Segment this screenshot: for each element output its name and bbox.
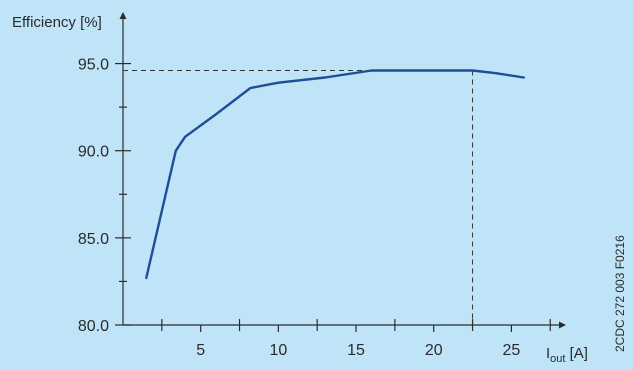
y-axis-arrow [119, 12, 127, 19]
x-axis-arrow [559, 321, 566, 329]
series-group [145, 69, 525, 280]
x-tick-label-25: 25 [502, 342, 520, 359]
y-tick-label-95: 95.0 [78, 57, 109, 74]
x-axis-title-unit: [A] [565, 345, 588, 362]
figure-code: 2CDC 272 003 F0216 [613, 235, 627, 352]
x-tick-label-15: 15 [347, 342, 365, 359]
x-tick-label-10: 10 [269, 342, 287, 359]
y-tick-label-85: 85.0 [78, 231, 109, 248]
y-tick-label-90: 90.0 [78, 144, 109, 161]
y-axis-title: Efficiency [%] [12, 14, 102, 31]
x-tick-label-5: 5 [196, 342, 205, 359]
axes-group [119, 12, 566, 329]
y-tick-label-80: 80.0 [78, 318, 109, 335]
efficiency-curve-0 [145, 69, 525, 280]
ticks-group: 5 10 15 20 25 80.0 85.0 90.0 95.0 [78, 57, 551, 359]
x-axis-title: Iout [A] [546, 345, 588, 365]
x-axis-title-main: I [546, 345, 550, 362]
x-axis-title-sub: out [550, 353, 565, 365]
x-tick-label-20: 20 [425, 342, 443, 359]
